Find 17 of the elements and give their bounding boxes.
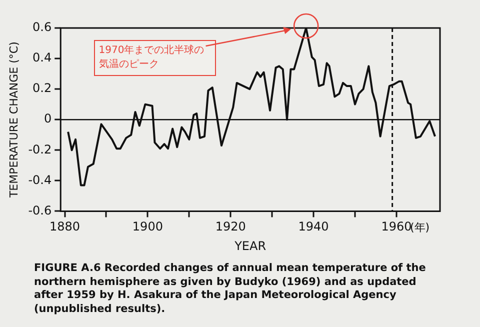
y-tick-label: -0.2 [28,142,52,156]
y-axis-title: TEMPERATURE CHANGE (°C) [7,42,20,199]
text: (年) [410,220,430,236]
x-tick-label: 1880 [49,220,80,234]
x-tick-label: 1900 [132,220,163,234]
y-tick-label: -0.6 [28,203,52,218]
text: FIGURE A.6 Recorded changes of annual mean temperature of the northern hemisphere as given by Budyko (1969) and as updated after 1959 by H. Asakura of the Japan Meteorological Agency (unpublished results). [34,262,427,316]
x-tick-label: 1920 [215,220,246,234]
y-tick-label: -0.4 [28,172,52,187]
y-tick-label: 0 [44,112,52,126]
y-tick-label: 0.4 [32,50,52,65]
y-tick-label: 0.2 [32,81,52,96]
y-tick-label: 0.6 [32,20,52,34]
x-axis-title: YEAR [234,238,266,253]
annotation: 1970年までの北半球の気温のピーク [94,40,216,76]
x-tick-label: 1960 [381,220,412,234]
x-tick-label: 1940 [298,220,329,234]
